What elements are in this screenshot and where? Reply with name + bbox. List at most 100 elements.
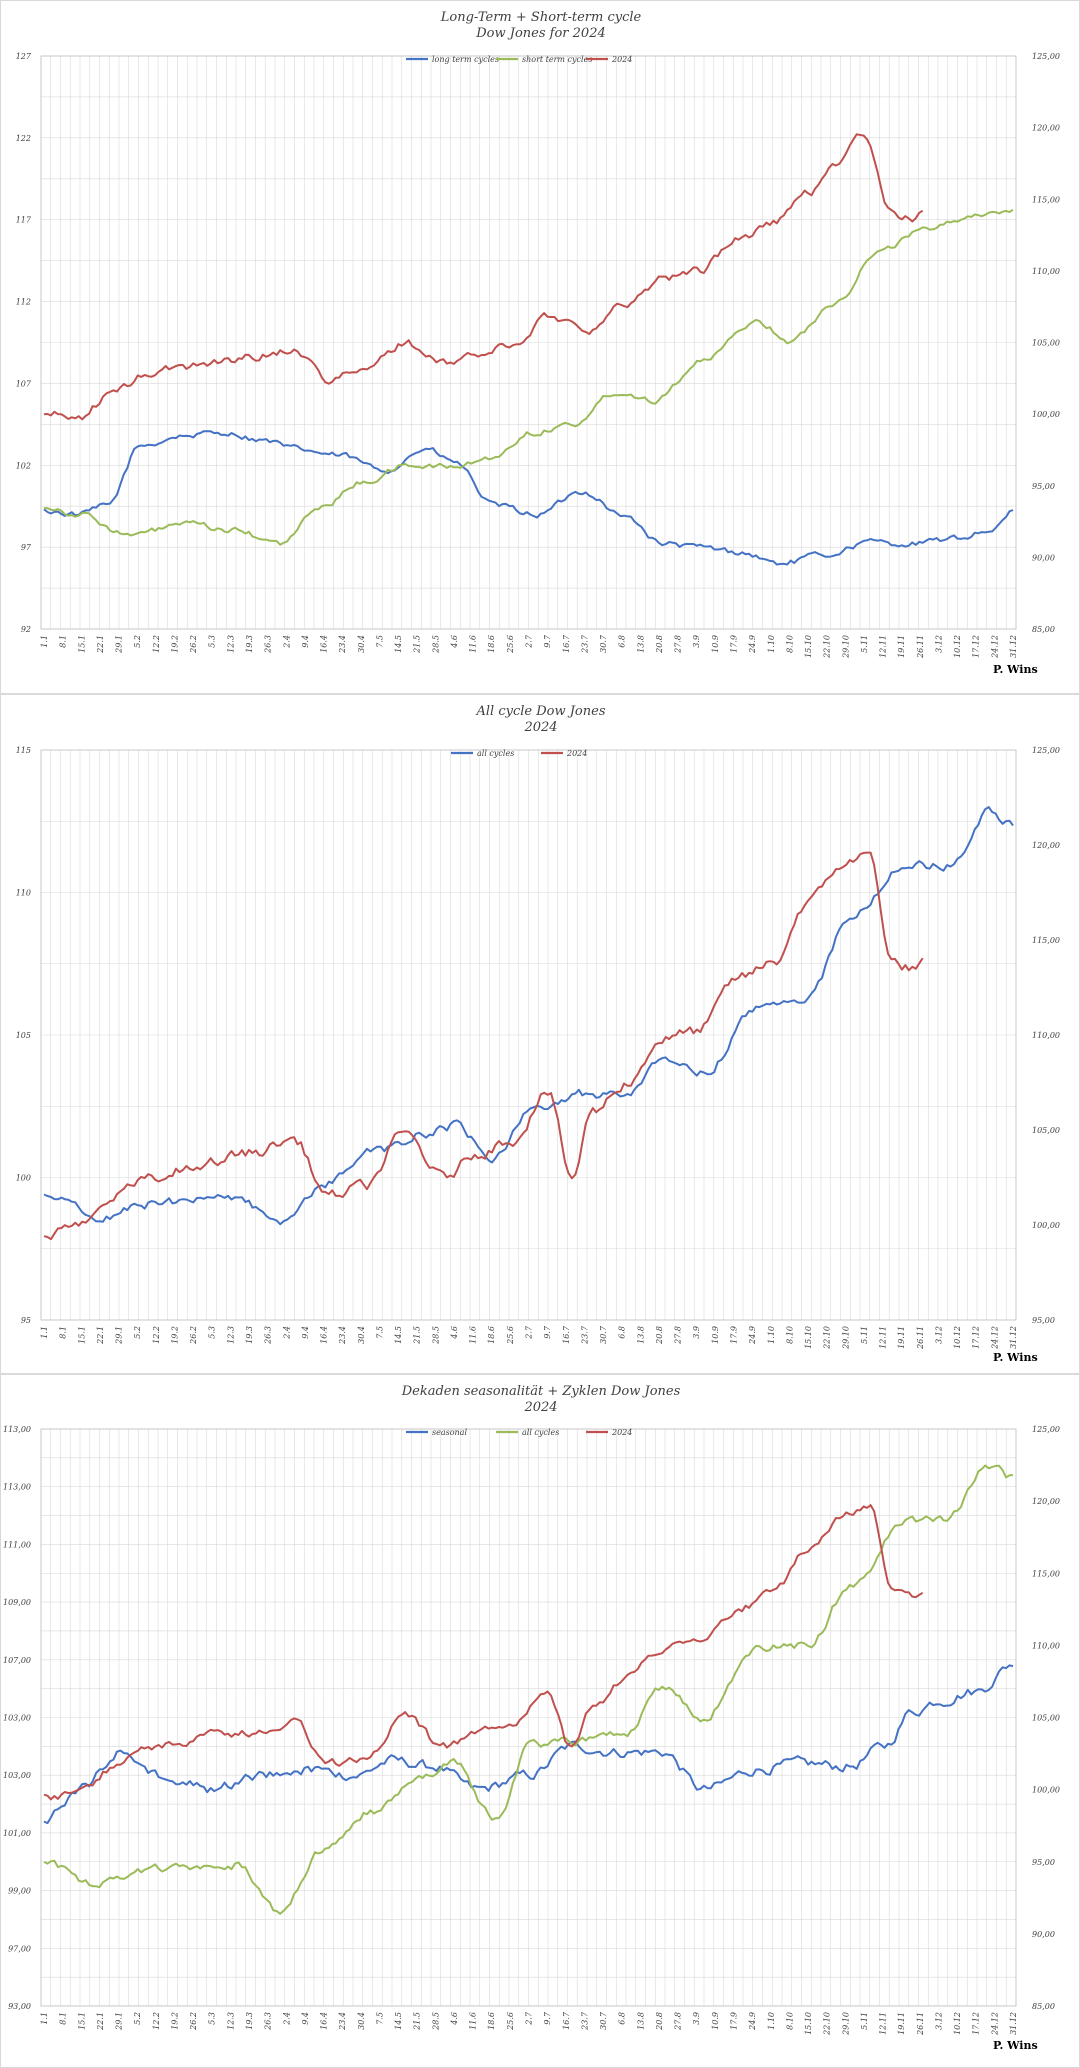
x-tick-label: 1.10 — [767, 2012, 776, 2030]
series-line-seasonal — [43, 1664, 1014, 1825]
x-tick-label: 16.4 — [320, 1326, 329, 1344]
chart-dekaden-seasonality: Dekaden seasonalität + Zyklen Dow Jones 2… — [0, 1374, 1080, 2068]
x-tick-label: 6.8 — [618, 2012, 627, 2025]
x-tick-label: 29.10 — [841, 1326, 850, 1350]
y-tick-right: 100,00 — [1032, 1221, 1060, 1230]
x-tick-label: 19.11 — [897, 635, 906, 658]
x-tick-label: 9.7 — [543, 634, 552, 648]
x-tick-label: 19.2 — [170, 1326, 179, 1344]
x-tick-label: 9.4 — [301, 2012, 310, 2025]
x-tick-label: 16.4 — [320, 635, 329, 653]
y-tick-left: 109,00 — [3, 1598, 31, 1607]
x-tick-label: 26.2 — [189, 1326, 198, 1345]
y-tick-left: 92 — [21, 625, 31, 634]
x-tick-label: 9.7 — [543, 2011, 552, 2025]
x-tick-label: 3.12 — [934, 635, 943, 653]
y-tick-left: 99,00 — [8, 1887, 31, 1896]
y-tick-right: 100,00 — [1032, 410, 1060, 419]
x-tick-label: 17.12 — [972, 2012, 981, 2035]
x-tick-label: 28.5 — [431, 635, 440, 654]
x-tick-label: 14.5 — [394, 1326, 403, 1344]
x-tick-label: 29.10 — [841, 2012, 850, 2036]
legend-label: long term cycles — [432, 55, 499, 64]
x-tick-label: 22.10 — [823, 1326, 832, 1350]
x-tick-label: 1.1 — [40, 1326, 49, 1339]
y-tick-right: 110,00 — [1032, 1641, 1060, 1650]
x-tick-label: 23.4 — [338, 635, 347, 654]
legend-label: 2024 — [611, 55, 632, 64]
x-tick-label: 22.10 — [823, 635, 832, 659]
x-tick-label: 20.8 — [655, 1326, 664, 1345]
x-tick-label: 31.12 — [1009, 2012, 1018, 2035]
y-tick-left: 102 — [16, 461, 31, 470]
x-tick-label: 13.8 — [636, 635, 645, 653]
x-tick-label: 10.9 — [711, 635, 720, 653]
x-tick-label: 19.3 — [245, 635, 254, 653]
plot-border — [40, 749, 1017, 1321]
x-tick-label: 19.3 — [245, 1326, 254, 1344]
y-tick-left: 110 — [16, 889, 31, 898]
series-line-2024 — [43, 1504, 924, 1801]
x-tick-label: 5.2 — [133, 635, 142, 648]
x-tick-label: 18.6 — [487, 635, 496, 653]
x-tick-label: 25.6 — [506, 1326, 515, 1345]
x-tick-label: 26.11 — [916, 1326, 925, 1350]
x-tick-label: 29.1 — [115, 2012, 124, 2031]
x-tick-label: 24.9 — [748, 1326, 757, 1345]
x-tick-label: 24.12 — [990, 1326, 999, 1350]
y-tick-right: 125,00 — [1032, 52, 1060, 61]
x-tick-label: 8.10 — [785, 1326, 794, 1344]
series-line-all-cycles — [43, 1464, 1014, 1915]
x-tick-label: 8.1 — [59, 2012, 68, 2025]
x-tick-label: 22.1 — [96, 2012, 105, 2031]
x-tick-label: 26.11 — [916, 2012, 925, 2036]
plot-border — [40, 55, 1017, 630]
y-tick-left: 112 — [16, 298, 31, 307]
x-tick-label: 8.10 — [785, 2012, 794, 2030]
y-tick-left: 103,00 — [3, 1714, 31, 1723]
x-tick-label: 10.9 — [711, 1326, 720, 1344]
x-tick-label: 17.9 — [729, 635, 738, 653]
x-tick-label: 10.12 — [953, 635, 962, 658]
y-tick-left: 100 — [16, 1174, 31, 1183]
x-tick-label: 23.7 — [580, 634, 589, 654]
x-tick-label: 11.6 — [469, 2012, 478, 2030]
x-tick-label: 29.10 — [841, 635, 850, 659]
y-tick-left: 105 — [16, 1031, 31, 1040]
y-tick-right: 85,00 — [1032, 625, 1055, 634]
chart-title-line: 2024 — [523, 1400, 557, 1415]
y-tick-right: 95,00 — [1032, 482, 1055, 491]
x-tick-label: 1.1 — [40, 635, 49, 648]
y-tick-right: 120,00 — [1032, 841, 1060, 850]
y-tick-right: 115,00 — [1032, 1569, 1060, 1578]
x-tick-label: 7.5 — [375, 1326, 384, 1339]
x-tick-label: 5.3 — [208, 635, 217, 648]
y-tick-left: 122 — [16, 134, 31, 143]
y-tick-left: 111,00 — [3, 1540, 31, 1549]
x-tick-label: 15.10 — [804, 635, 813, 658]
x-tick-label: 2.4 — [282, 635, 291, 649]
y-tick-left: 115 — [16, 746, 31, 755]
x-tick-label: 7.5 — [375, 635, 384, 648]
x-tick-label: 1.1 — [40, 2012, 49, 2025]
x-tick-label: 19.11 — [897, 1326, 906, 1349]
y-tick-left: 127 — [16, 52, 32, 61]
x-tick-label: 31.12 — [1009, 1326, 1018, 1349]
y-tick-left: 113,00 — [3, 1483, 31, 1492]
y-tick-right: 105,00 — [1032, 1126, 1060, 1135]
x-tick-label: 12.2 — [152, 635, 161, 653]
x-tick-label: 20.8 — [655, 635, 664, 654]
x-tick-label: 27.8 — [674, 2012, 683, 2031]
x-tick-label: 19.2 — [170, 2012, 179, 2030]
legend-label: all cycles — [522, 1428, 559, 1437]
x-tick-label: 12.3 — [226, 1326, 235, 1344]
x-tick-label: 19.2 — [170, 635, 179, 653]
signature: P. Wins — [993, 663, 1038, 676]
x-tick-label: 15.10 — [804, 1326, 813, 1349]
plot-border — [40, 1428, 1017, 2007]
y-tick-right: 115,00 — [1032, 936, 1060, 945]
x-tick-label: 5.2 — [133, 2012, 142, 2025]
x-tick-label: 27.8 — [674, 635, 683, 654]
x-tick-label: 22.1 — [96, 1326, 105, 1345]
legend-label: all cycles — [477, 749, 514, 758]
